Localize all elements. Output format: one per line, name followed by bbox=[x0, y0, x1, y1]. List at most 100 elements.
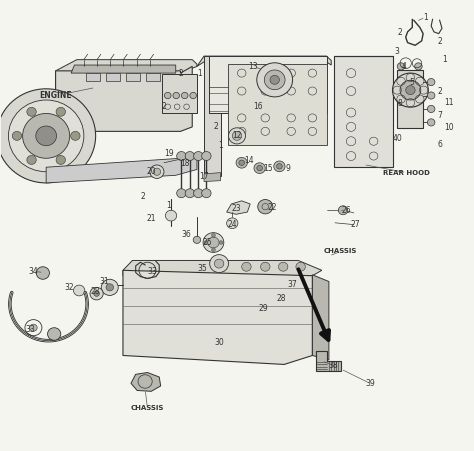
Text: 2: 2 bbox=[437, 87, 442, 96]
Circle shape bbox=[165, 210, 177, 221]
Circle shape bbox=[428, 119, 435, 126]
Circle shape bbox=[428, 106, 435, 113]
Polygon shape bbox=[123, 270, 312, 364]
Text: 37: 37 bbox=[288, 280, 298, 289]
Polygon shape bbox=[106, 73, 120, 81]
Text: 22: 22 bbox=[268, 203, 277, 212]
Circle shape bbox=[12, 131, 22, 140]
Circle shape bbox=[182, 92, 188, 99]
Circle shape bbox=[164, 92, 171, 99]
Polygon shape bbox=[204, 173, 220, 182]
Polygon shape bbox=[86, 73, 100, 81]
Text: 8: 8 bbox=[397, 99, 402, 108]
Text: 25: 25 bbox=[203, 238, 213, 247]
Circle shape bbox=[211, 248, 215, 252]
Circle shape bbox=[194, 189, 203, 198]
Text: 1: 1 bbox=[423, 13, 428, 22]
Circle shape bbox=[274, 161, 285, 172]
Text: 23: 23 bbox=[231, 204, 241, 213]
Text: 6: 6 bbox=[437, 140, 442, 149]
Circle shape bbox=[270, 75, 279, 84]
Text: 35: 35 bbox=[198, 264, 208, 273]
Circle shape bbox=[56, 156, 65, 165]
Text: 40: 40 bbox=[392, 133, 402, 143]
Circle shape bbox=[415, 63, 422, 70]
Polygon shape bbox=[46, 154, 197, 183]
Polygon shape bbox=[204, 56, 220, 176]
Circle shape bbox=[208, 237, 219, 248]
Circle shape bbox=[194, 152, 203, 161]
Circle shape bbox=[392, 73, 428, 107]
Polygon shape bbox=[55, 66, 192, 131]
Text: 2: 2 bbox=[140, 192, 145, 201]
Circle shape bbox=[214, 259, 224, 268]
Circle shape bbox=[173, 92, 180, 99]
Text: 38: 38 bbox=[329, 361, 338, 370]
Circle shape bbox=[90, 287, 103, 300]
Circle shape bbox=[36, 126, 56, 146]
Circle shape bbox=[150, 165, 164, 179]
Text: 1: 1 bbox=[442, 55, 447, 64]
Text: 33: 33 bbox=[26, 325, 36, 334]
Text: 21: 21 bbox=[146, 214, 156, 223]
Text: 12: 12 bbox=[232, 131, 242, 140]
Text: 3: 3 bbox=[395, 47, 400, 56]
Circle shape bbox=[296, 262, 305, 271]
Text: 34: 34 bbox=[28, 267, 38, 276]
Text: 11: 11 bbox=[444, 98, 454, 107]
Circle shape bbox=[23, 114, 70, 158]
Circle shape bbox=[278, 262, 288, 271]
Polygon shape bbox=[334, 56, 392, 167]
Text: 2: 2 bbox=[397, 28, 402, 37]
Circle shape bbox=[94, 291, 100, 296]
Circle shape bbox=[406, 86, 415, 95]
Circle shape bbox=[277, 164, 282, 169]
Circle shape bbox=[201, 189, 211, 198]
Circle shape bbox=[258, 199, 273, 214]
Text: 16: 16 bbox=[254, 102, 263, 111]
Text: 28: 28 bbox=[276, 294, 285, 303]
Text: CHASSIS: CHASSIS bbox=[324, 249, 357, 254]
Polygon shape bbox=[146, 73, 160, 81]
Polygon shape bbox=[197, 56, 331, 66]
Circle shape bbox=[9, 100, 84, 172]
Circle shape bbox=[27, 156, 36, 165]
Text: 36: 36 bbox=[182, 230, 191, 239]
Circle shape bbox=[428, 92, 435, 99]
Circle shape bbox=[177, 152, 186, 161]
Text: 2: 2 bbox=[162, 102, 166, 111]
Text: 1: 1 bbox=[166, 201, 171, 210]
Circle shape bbox=[211, 234, 215, 237]
Text: 9: 9 bbox=[285, 164, 291, 173]
Text: 24: 24 bbox=[228, 220, 237, 229]
Circle shape bbox=[185, 189, 195, 198]
Text: REAR HOOD: REAR HOOD bbox=[383, 170, 430, 175]
Polygon shape bbox=[316, 351, 341, 371]
Polygon shape bbox=[71, 65, 176, 73]
Circle shape bbox=[204, 241, 208, 244]
Text: 20: 20 bbox=[146, 167, 156, 176]
Circle shape bbox=[338, 206, 348, 215]
Text: ENGINE: ENGINE bbox=[39, 91, 72, 100]
Circle shape bbox=[257, 166, 263, 171]
Circle shape bbox=[397, 63, 405, 70]
Text: 18: 18 bbox=[181, 159, 190, 168]
Circle shape bbox=[27, 107, 36, 116]
Text: 4: 4 bbox=[402, 62, 407, 71]
Text: 27: 27 bbox=[351, 220, 361, 229]
Text: 17: 17 bbox=[199, 172, 209, 181]
Circle shape bbox=[73, 285, 85, 296]
Circle shape bbox=[203, 233, 224, 253]
Circle shape bbox=[400, 80, 421, 100]
Circle shape bbox=[254, 163, 265, 174]
Text: 32: 32 bbox=[65, 283, 74, 292]
Circle shape bbox=[153, 168, 161, 175]
Circle shape bbox=[236, 157, 247, 168]
Circle shape bbox=[106, 284, 114, 291]
Circle shape bbox=[201, 152, 211, 161]
Polygon shape bbox=[123, 261, 322, 276]
Text: 19: 19 bbox=[164, 149, 173, 158]
Polygon shape bbox=[55, 60, 197, 73]
Circle shape bbox=[261, 262, 270, 271]
Polygon shape bbox=[228, 64, 327, 145]
